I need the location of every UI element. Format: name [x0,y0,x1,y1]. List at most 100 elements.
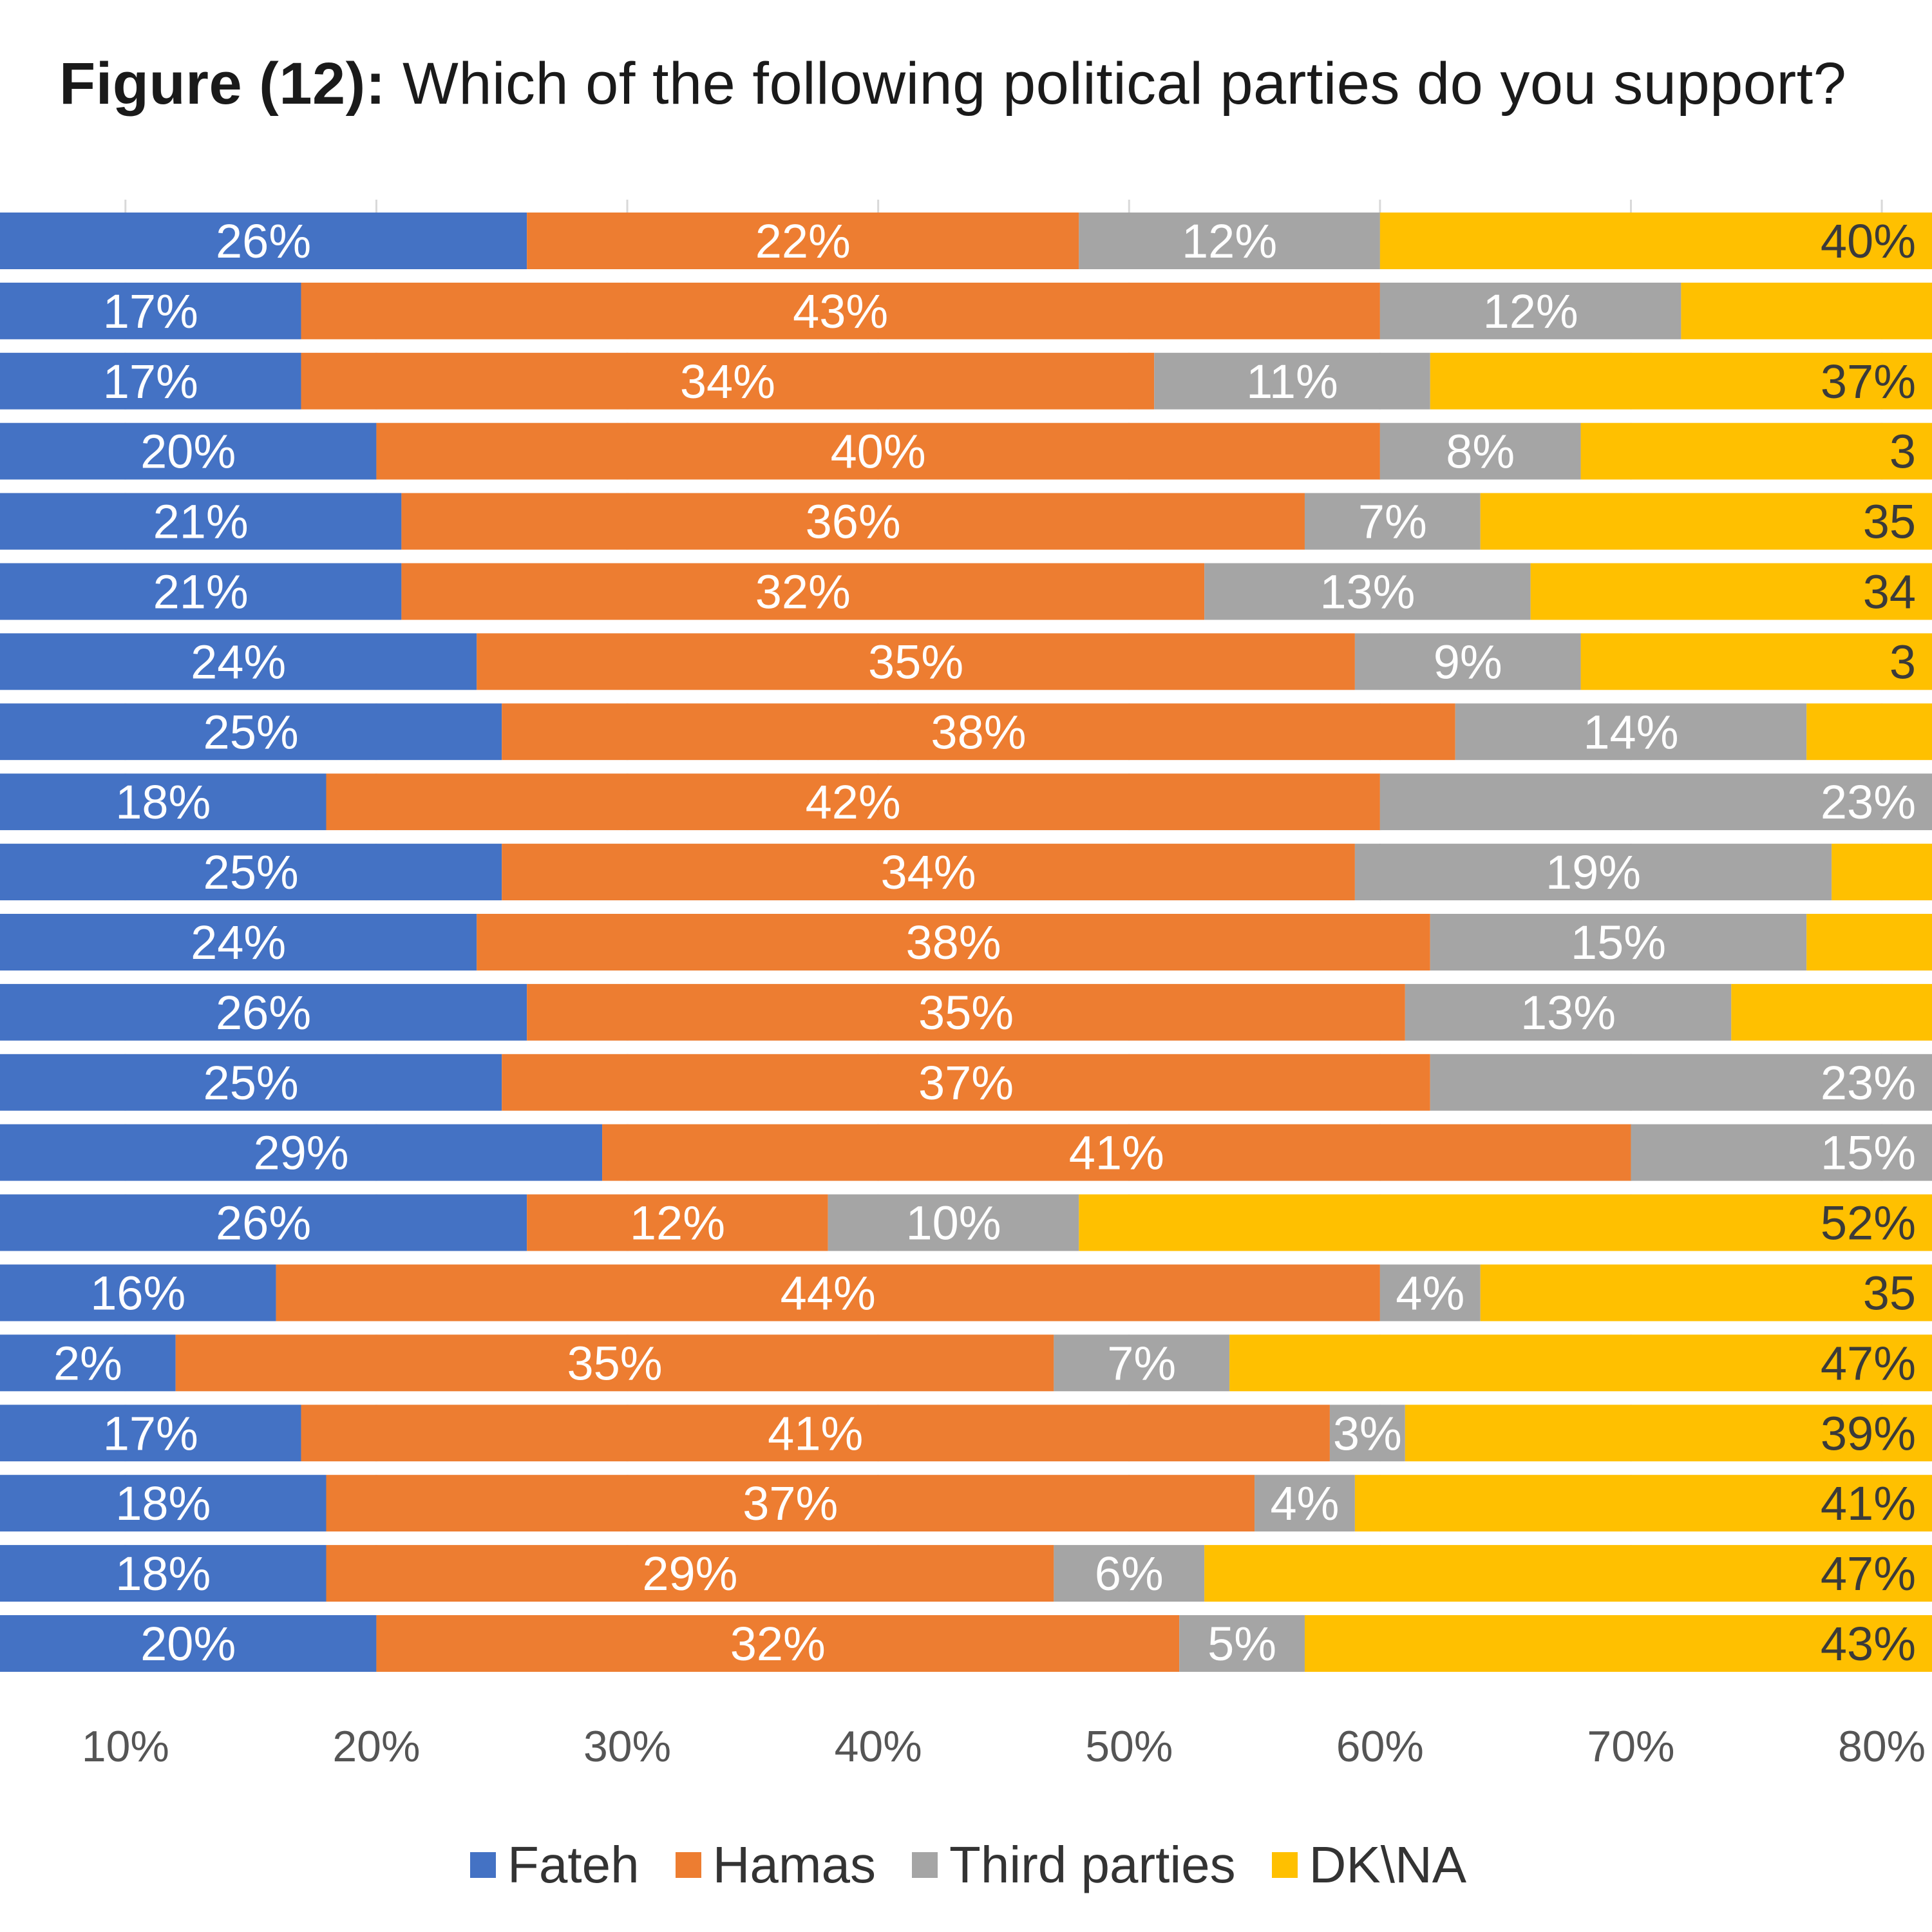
bar-segment-third-parties [1379,773,1932,831]
bar-segment-dk-na [1405,1405,1932,1462]
row-separator [0,479,1932,493]
bar-segment-hamas [477,633,1355,690]
bar-segment-third-parties [1354,633,1581,690]
bar-segment-hamas [175,1334,1054,1392]
x-tick-label: 30% [583,1722,671,1771]
value-label: 35 [1863,495,1916,549]
bar-segment-fateh [0,773,327,831]
bar-segment-fateh [0,1124,603,1181]
value-label: 35% [868,635,963,688]
row-separator [0,1040,1932,1054]
row-separator [0,1110,1932,1124]
row-separator [0,1531,1932,1546]
legend-label: Fateh [507,1836,639,1893]
bar-segment-fateh [0,1405,301,1462]
legend-item: DK\NA [1271,1835,1467,1895]
legend-label: Third parties [949,1836,1236,1893]
bar-segment-dk-na [1806,914,1932,971]
bar-segment-dk-na [1530,563,1932,620]
value-label: 42% [806,775,901,829]
x-tick-label: 10% [82,1722,169,1771]
value-label: 24% [191,635,286,688]
row-separator [0,339,1932,353]
value-label: 13% [1320,565,1415,619]
bar-segment-dk-na [1354,1475,1932,1532]
bar-segment-third-parties [1379,1264,1481,1321]
legend-swatch [911,1852,938,1878]
bar-segment-third-parties [828,1194,1079,1251]
value-label: 12% [1483,285,1578,338]
value-label: 25% [204,1056,299,1110]
row-separator [0,760,1932,774]
value-label: 40% [831,425,926,478]
value-label: 3% [1333,1406,1402,1460]
value-label: 20% [140,425,236,478]
value-label: 25% [204,846,299,899]
bar-segment-hamas [276,1264,1380,1321]
row-separator [0,1391,1932,1405]
bar-segment-fateh [0,844,502,901]
value-label: 4% [1270,1477,1339,1530]
bar-segment-hamas [527,1194,828,1251]
bar-segment-fateh [0,493,402,550]
value-label: 20% [140,1617,236,1671]
value-label: 24% [191,916,286,969]
value-label: 41% [1069,1126,1164,1180]
bar-segment-fateh [0,914,477,971]
bar-segment-hamas [326,773,1380,831]
value-label: 13% [1520,986,1616,1039]
legend-swatch [675,1852,701,1878]
value-label: 23% [1821,1056,1916,1110]
row-separator [0,1672,1932,1685]
value-label: 26% [216,986,311,1039]
bar-segment-third-parties [1154,352,1430,410]
bar-segment-hamas [376,422,1380,480]
bar-segment-hamas [376,1615,1180,1672]
bar-segment-dk-na [1229,1334,1932,1392]
bar-segment-third-parties [1379,422,1581,480]
bar-segment-hamas [401,563,1205,620]
bar-segment-third-parties [1079,213,1380,269]
bar-segment-fateh [0,1054,502,1111]
bar-segment-hamas [527,983,1405,1041]
bar-segment-third-parties [1405,983,1732,1041]
bar-segment-fateh [0,1194,527,1251]
value-label: 12% [630,1197,725,1250]
row-separator [0,1461,1932,1475]
bar-segment-third-parties [1631,1124,1932,1181]
bar-segment-dk-na [1430,352,1932,410]
legend-swatch [470,1852,496,1878]
row-separator [0,549,1932,564]
bar-segment-dk-na [1681,282,1932,339]
value-label: 10% [905,1197,1001,1250]
value-label: 39% [1821,1406,1916,1460]
value-label: 9% [1434,635,1502,688]
bar-segment-fateh [0,1264,276,1321]
bar-segment-third-parties [1379,282,1681,339]
bar-segment-third-parties [1054,1545,1205,1602]
value-label: 40% [1821,214,1916,268]
legend-label: DK\NA [1309,1836,1467,1893]
bar-segments [0,213,1932,1685]
x-tick-label: 40% [835,1722,922,1771]
value-labels: 26% 22% 12% 40%17% 43% 12%17% 34% 11% 37%20% 40% 8… [53,214,1916,1671]
value-label: 34% [680,355,775,408]
legend-item: Hamas [675,1835,876,1895]
bar-segment-fateh [0,1545,327,1602]
bar-segment-dk-na [1379,213,1932,269]
value-label: 34 [1863,565,1916,619]
bar-segment-third-parties [1054,1334,1230,1392]
value-label: 37% [918,1056,1014,1110]
bar-segment-fateh [0,352,301,410]
bar-segment-third-parties [1204,563,1531,620]
bar-segment-dk-na [1304,1615,1932,1672]
row-separator [0,1251,1932,1265]
value-label: 35% [918,986,1014,1039]
bar-segment-hamas [301,282,1380,339]
bar-segment-dk-na [1806,703,1932,761]
chart-title-figure-number: Figure (12): [59,51,386,117]
value-label: 26% [216,214,311,268]
bar-segment-dk-na [1079,1194,1932,1251]
bar-segment-third-parties [1455,703,1807,761]
